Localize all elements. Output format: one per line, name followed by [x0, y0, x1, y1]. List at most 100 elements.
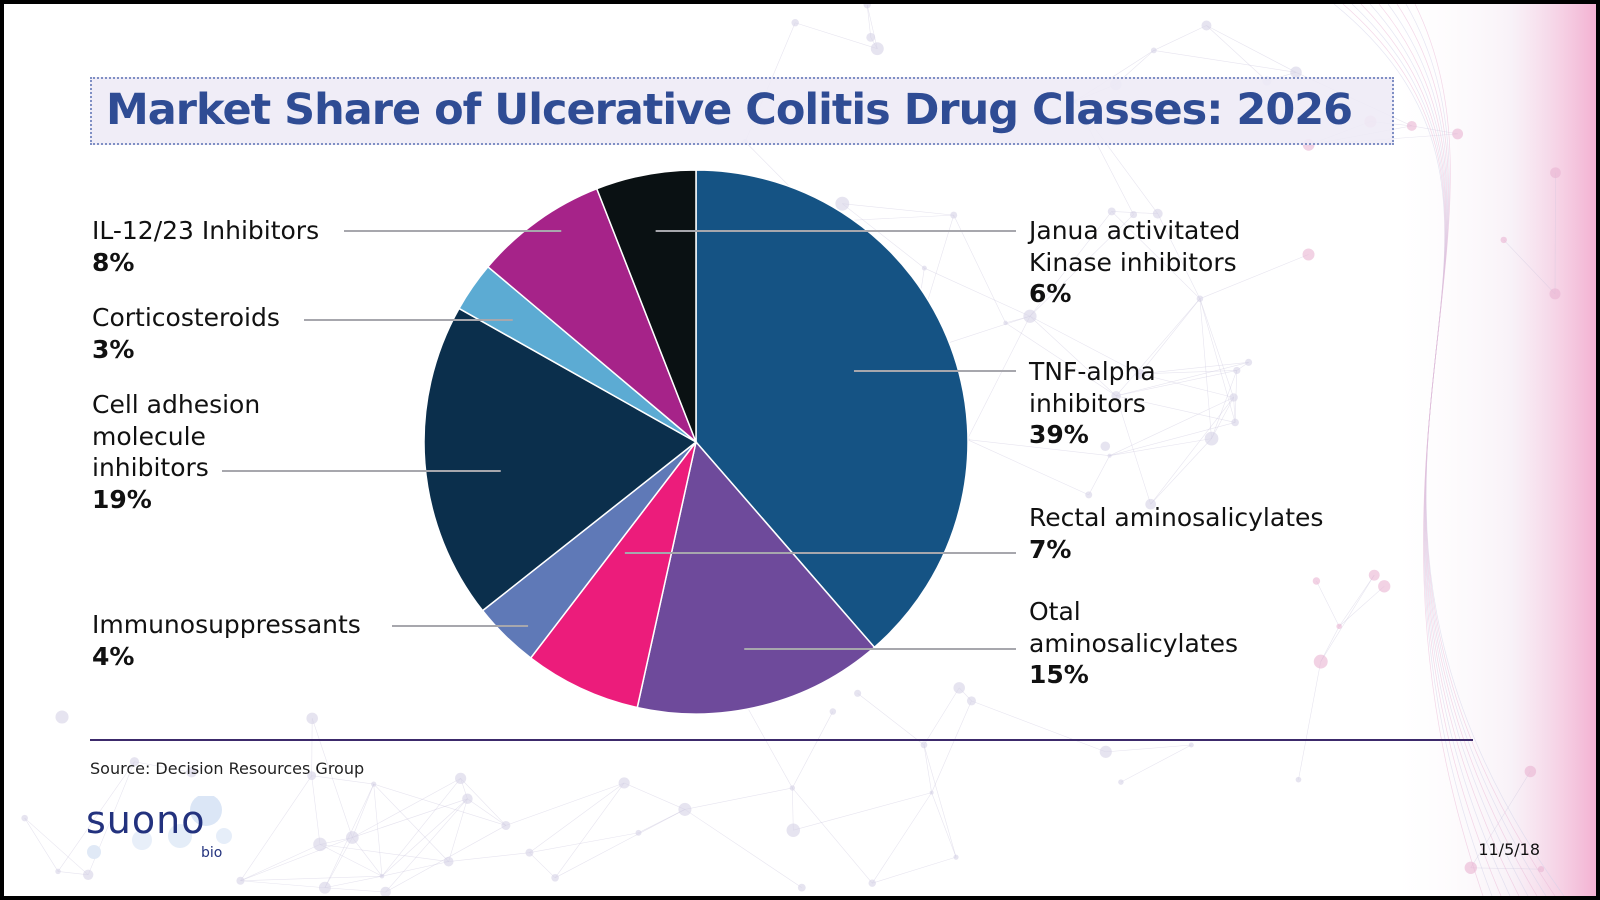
network-edge — [795, 22, 878, 49]
network-node — [678, 802, 692, 816]
network-edge — [1139, 298, 1201, 375]
network-edge — [923, 744, 932, 793]
label-name: Rectal aminosalicylates — [1029, 503, 1324, 532]
network-edge — [953, 215, 1006, 324]
network-background — [21, 4, 1596, 896]
network-edge — [871, 792, 932, 884]
network-node — [55, 868, 61, 875]
network-node — [83, 869, 94, 880]
network-edge — [529, 782, 625, 853]
network-edge — [529, 852, 556, 879]
network-node — [1550, 167, 1561, 179]
network-edge — [373, 783, 506, 826]
network-node — [462, 793, 473, 805]
network-node — [966, 696, 976, 706]
pie-slice — [595, 169, 697, 443]
network-node — [1245, 358, 1253, 366]
network-node — [1118, 779, 1124, 785]
network-edge — [857, 693, 925, 746]
network-edge — [467, 798, 507, 826]
network-edge — [967, 439, 1110, 456]
network-edge — [638, 809, 686, 834]
network-edge — [324, 887, 386, 893]
network-edge — [1120, 744, 1192, 783]
network-node — [455, 772, 467, 784]
network-node — [307, 771, 317, 781]
network-edge — [381, 861, 449, 877]
network-edge — [624, 782, 686, 810]
network-node — [236, 876, 245, 885]
network-edge — [1139, 370, 1237, 375]
network-edge — [1338, 586, 1385, 627]
label-name: Immunosuppressants — [92, 610, 361, 639]
network-edge — [381, 798, 468, 877]
network-node — [1231, 418, 1239, 427]
pie-slice — [423, 307, 698, 612]
network-edge — [311, 718, 353, 838]
network-node — [1295, 776, 1302, 783]
network-node — [929, 790, 934, 795]
network-node — [1302, 248, 1315, 261]
network-edge — [1116, 395, 1236, 423]
network-edge — [311, 775, 321, 845]
network-edge — [373, 783, 449, 862]
wave-line — [1414, 4, 1484, 896]
network-node — [1290, 66, 1302, 79]
network-edge — [352, 778, 461, 838]
network-node — [186, 767, 197, 778]
network-edge — [792, 787, 873, 884]
network-node — [1452, 128, 1464, 140]
network-edge — [24, 817, 59, 872]
network-node — [921, 265, 927, 271]
network-edge — [1503, 239, 1556, 295]
network-edge — [311, 718, 313, 776]
label-percent: 7% — [1029, 534, 1072, 564]
network-node — [950, 211, 958, 219]
network-node — [313, 837, 327, 852]
network-node — [306, 712, 318, 725]
network-edge — [1115, 395, 1151, 505]
label-percent: 15% — [1029, 660, 1089, 689]
network-node — [1233, 366, 1241, 375]
label-name-line: Kinase inhibitors — [1029, 247, 1237, 277]
logo: suono bio — [84, 796, 234, 866]
network-node — [1368, 569, 1380, 581]
network-edge — [319, 844, 449, 862]
network-node — [21, 814, 28, 822]
network-edge — [967, 439, 1089, 496]
label-tnf: TNF-alpha inhibitors 39% — [1029, 356, 1156, 451]
network-node — [443, 856, 454, 867]
label-name: Corticosteroids — [92, 303, 280, 332]
network-node — [1152, 208, 1163, 219]
network-node — [1524, 765, 1537, 778]
network-node — [868, 879, 876, 887]
network-edge — [554, 782, 625, 878]
network-edge — [1116, 370, 1237, 397]
network-edge — [460, 778, 507, 826]
network-node — [953, 854, 959, 860]
network-edge — [1320, 574, 1375, 662]
network-edge — [1005, 322, 1117, 397]
network-edge — [1470, 771, 1531, 868]
network-node — [635, 829, 642, 836]
network-edge — [505, 782, 625, 826]
network-edge — [134, 761, 192, 773]
label-percent: 6% — [1029, 279, 1072, 308]
network-edge — [966, 316, 1031, 440]
network-edge — [448, 798, 468, 862]
network-node — [1188, 742, 1194, 748]
label-il1223: IL-12/23 Inhibitors 8% — [92, 215, 319, 278]
slide: Market Share of Ulcerative Colitis Drug … — [4, 4, 1596, 896]
network-node — [829, 708, 837, 715]
slide-date: 11/5/18 — [1478, 840, 1540, 859]
network-edge — [684, 809, 802, 888]
network-node — [1378, 580, 1391, 593]
label-name-line: TNF-alpha — [1029, 357, 1156, 386]
network-edge — [792, 787, 794, 831]
logo-subtext: bio — [201, 845, 223, 861]
network-edge — [1206, 25, 1297, 73]
network-edge — [1211, 397, 1234, 439]
network-edge — [842, 203, 954, 216]
network-edge — [1111, 211, 1201, 299]
network-edge — [1029, 214, 1134, 317]
